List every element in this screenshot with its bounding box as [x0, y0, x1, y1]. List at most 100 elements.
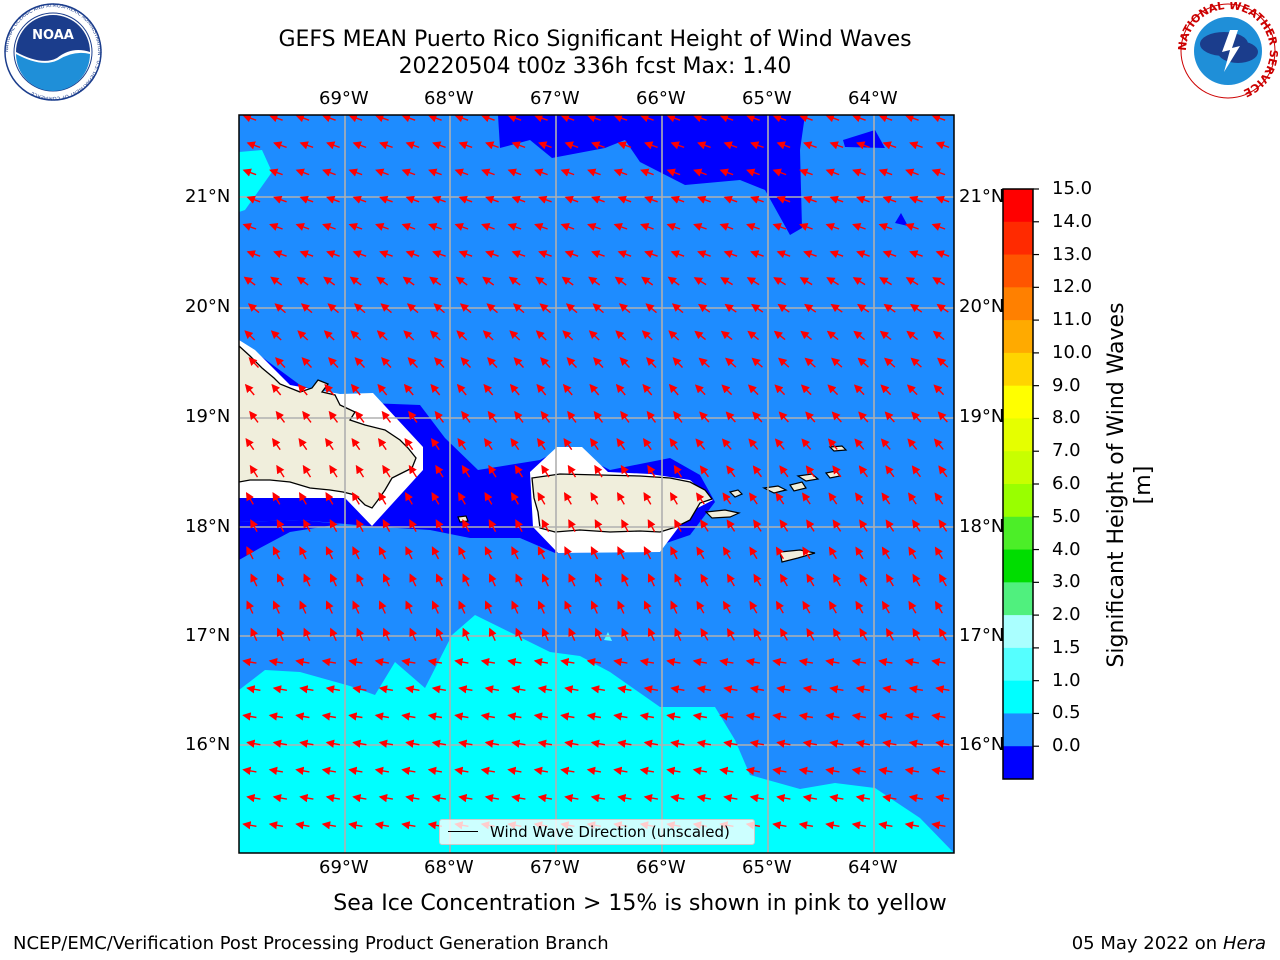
wind-wave-arrow — [882, 141, 897, 150]
wind-wave-arrow — [246, 600, 254, 614]
wind-wave-arrow — [299, 250, 314, 259]
wind-wave-arrow — [905, 277, 919, 286]
wind-wave-arrow — [617, 250, 632, 259]
wind-wave-arrow — [855, 739, 871, 748]
wind-wave-arrow — [666, 766, 681, 776]
wind-wave-arrow — [745, 766, 761, 776]
wind-wave-arrow — [726, 627, 735, 641]
wind-wave-arrow — [483, 437, 493, 451]
wind-wave-arrow — [698, 357, 710, 368]
colorbar-tick-label: 1.5 — [1052, 636, 1081, 658]
wind-wave-arrow — [242, 766, 257, 776]
wind-wave-arrow — [536, 383, 547, 396]
wind-wave-arrow — [806, 627, 815, 641]
colorbar-segment — [1003, 451, 1033, 485]
wind-wave-arrow — [429, 330, 441, 341]
wind-wave-arrow — [621, 519, 629, 533]
wind-wave-arrow — [587, 115, 601, 123]
wind-wave-arrow — [408, 464, 418, 478]
wind-wave-arrow — [798, 766, 814, 776]
wind-wave-arrow — [507, 657, 522, 667]
wind-wave-arrow — [454, 115, 469, 123]
wind-wave-arrow — [696, 600, 705, 614]
wind-wave-arrow — [699, 411, 710, 423]
wind-wave-arrow — [428, 223, 442, 231]
wind-wave-arrow — [405, 600, 413, 614]
wind-wave-arrow — [511, 250, 526, 259]
wind-wave-arrow — [271, 383, 282, 396]
wind-wave-arrow — [725, 357, 737, 368]
wind-wave-arrow — [594, 519, 603, 533]
wind-wave-arrow — [567, 464, 577, 478]
wind-wave-arrow — [541, 519, 550, 533]
wind-wave-arrow — [752, 411, 763, 423]
wind-wave-arrow — [935, 195, 950, 204]
wind-wave-arrow — [613, 115, 628, 123]
wind-wave-arrow — [938, 573, 947, 587]
wind-wave-arrow — [457, 491, 466, 505]
wind-wave-arrow — [745, 657, 761, 667]
wind-wave-arrow — [613, 766, 628, 776]
wind-wave-arrow — [458, 546, 466, 560]
wind-wave-arrow — [590, 685, 606, 694]
wind-wave-arrow — [488, 573, 497, 587]
wind-wave-arrow — [401, 115, 416, 123]
wind-wave-arrow — [907, 492, 917, 505]
wind-wave-arrow — [405, 141, 420, 150]
wind-wave-arrow — [409, 627, 418, 641]
colorbar-tick-label: 0.5 — [1052, 702, 1081, 724]
wind-wave-arrow — [324, 383, 335, 396]
wind-wave-arrow — [723, 250, 738, 259]
wind-wave-arrow — [594, 573, 603, 587]
wind-wave-arrow — [695, 492, 705, 505]
wind-wave-arrow — [540, 410, 551, 423]
wind-wave-arrow — [321, 821, 337, 830]
wind-wave-arrow — [300, 303, 313, 314]
wind-wave-arrow — [480, 712, 496, 721]
wind-wave-arrow — [594, 627, 603, 641]
wind-wave-arrow — [381, 410, 392, 423]
wind-wave-arrow — [881, 546, 890, 560]
wind-wave-arrow — [564, 739, 579, 748]
wind-wave-arrow — [458, 195, 473, 204]
wind-wave-arrow — [325, 739, 341, 748]
wind-wave-arrow — [275, 410, 286, 423]
wind-wave-arrow — [748, 492, 758, 505]
wind-wave-arrow — [378, 491, 387, 505]
wind-wave-arrow — [484, 739, 500, 748]
wind-wave-arrow — [829, 685, 844, 694]
wind-wave-arrow — [435, 519, 444, 533]
wind-wave-arrow — [405, 250, 420, 259]
wind-wave-arrow — [772, 766, 787, 776]
wind-wave-arrow — [775, 546, 784, 560]
wind-wave-arrow — [853, 384, 865, 396]
wind-wave-arrow — [617, 793, 632, 803]
wind-wave-arrow — [696, 739, 712, 748]
wind-wave-arrow — [401, 712, 416, 721]
wind-wave-arrow — [829, 793, 844, 803]
wind-wave-arrow — [327, 303, 339, 314]
wind-wave-arrow — [514, 464, 524, 478]
wind-wave-arrow — [719, 712, 734, 721]
wind-wave-arrow — [828, 492, 838, 505]
wind-wave-arrow — [851, 712, 867, 721]
wind-wave-arrow — [749, 685, 765, 694]
colorbar-tick-label: 2.0 — [1052, 604, 1081, 626]
wind-wave-arrow — [801, 438, 812, 450]
wind-wave-arrow — [696, 685, 712, 694]
wind-wave-arrow — [719, 223, 734, 231]
wind-wave-arrow — [272, 600, 281, 614]
wind-wave-arrow — [700, 519, 709, 532]
wind-wave-arrow — [643, 685, 659, 694]
wind-wave-arrow — [299, 141, 314, 150]
wind-wave-arrow — [885, 573, 894, 587]
wind-wave-arrow — [589, 383, 600, 396]
wind-wave-arrow — [303, 627, 312, 641]
wind-wave-arrow — [693, 223, 707, 231]
wind-wave-arrow — [457, 437, 467, 451]
wind-wave-arrow — [908, 546, 917, 560]
wind-wave-arrow — [458, 600, 466, 614]
noaa-logo-text: NOAA — [32, 28, 74, 43]
wind-wave-arrow — [458, 141, 473, 150]
